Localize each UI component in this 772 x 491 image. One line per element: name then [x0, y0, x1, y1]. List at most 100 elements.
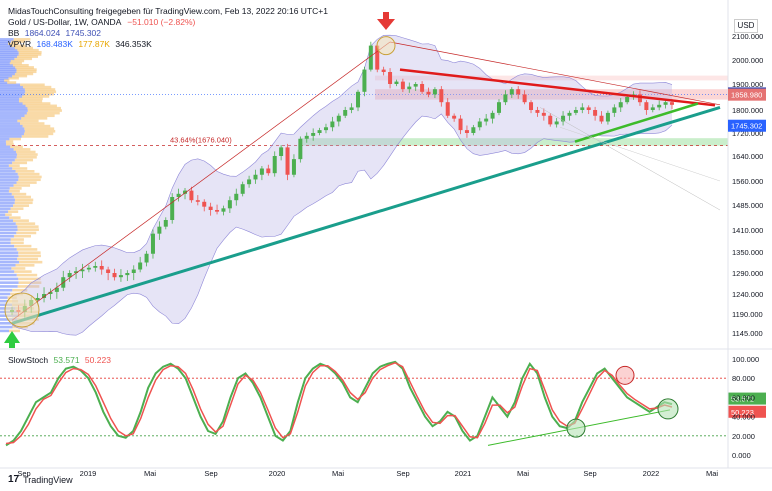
price-tag-label: 1858.980	[731, 91, 762, 100]
vpvr-bar-up	[0, 137, 10, 141]
vpvr-bar-down	[16, 231, 37, 235]
candle-body	[644, 102, 649, 110]
candle-body	[541, 112, 546, 116]
candle-body	[426, 91, 431, 95]
vpvr-bar-up	[0, 288, 13, 292]
vpvr-value-3: 346.353K	[115, 39, 152, 49]
candle-body	[138, 262, 143, 270]
time-tick-label: Sep	[17, 469, 30, 478]
vpvr-bar-up	[0, 181, 17, 184]
bb-upper-line	[11, 34, 673, 296]
vpvr-bar-up	[0, 277, 19, 281]
vpvr-bar-down	[8, 42, 19, 45]
vpvr-bar-up	[0, 216, 10, 219]
vpvr-bar-down	[15, 150, 36, 154]
time-tick-label: 2022	[643, 469, 660, 478]
vpvr-bar-up	[0, 234, 14, 238]
time-tick-label: Mai	[517, 469, 529, 478]
stoch-low-circle-1	[566, 418, 586, 438]
vpvr-bar-down	[15, 66, 34, 69]
candle-body	[663, 102, 668, 105]
axes: 2100.000 2000.000 1900.000 1800.000 1720.000…	[0, 0, 772, 478]
candle-body	[445, 102, 450, 116]
candle-body	[195, 200, 200, 202]
candle-body	[86, 267, 91, 270]
up-arrow-icon	[4, 331, 20, 343]
vpvr-bar-up	[0, 106, 28, 110]
candle-body	[477, 121, 482, 128]
price-tick-label: 1640.000	[732, 152, 763, 161]
gray-diag-line-1	[539, 107, 721, 211]
vpvr-bar-down	[12, 288, 28, 292]
vpvr-bar-down	[25, 104, 57, 108]
vpvr-bar-down	[17, 228, 39, 231]
vpvr-bar-down	[19, 260, 43, 264]
vpvr-bar-up	[0, 102, 23, 105]
candle-body	[279, 147, 284, 156]
vpvr-bar-down	[20, 83, 45, 87]
vpvr-bar-up	[0, 238, 11, 241]
bollinger-band	[11, 34, 673, 336]
stoch-legend[interactable]: SlowStoch 53.571 50.223	[8, 355, 111, 365]
stoch-label: SlowStoch	[8, 355, 49, 365]
candle-body	[240, 184, 245, 194]
candle-body	[35, 298, 40, 300]
vpvr-bar-down	[12, 63, 29, 67]
vpvr-bar-down	[17, 285, 40, 288]
vpvr-value-1: 168.483K	[36, 39, 73, 49]
vpvr-bar-up	[0, 172, 18, 176]
candle-body	[93, 266, 98, 268]
vpvr-bar-down	[10, 145, 23, 149]
price-tick-label: 1240.000	[732, 290, 763, 299]
vpvr-bar-up	[0, 296, 8, 299]
vpvr-bar-up	[0, 219, 14, 222]
vpvr-bar-up	[0, 198, 15, 202]
vpvr-bar-down	[22, 102, 51, 105]
bb-lower-value: 1745.302	[65, 28, 101, 38]
candle-body	[144, 253, 149, 263]
main-uptrend-line	[11, 105, 721, 325]
channel-upper-line	[11, 41, 391, 321]
bb-line[interactable]: BB 1864.024 1745.302	[8, 28, 328, 39]
stoch-low-circle-2	[657, 398, 679, 420]
candle-body	[112, 273, 117, 278]
vpvr-bar-up	[0, 184, 14, 187]
vpvr-bar-up	[0, 59, 11, 63]
candle-body	[48, 291, 53, 294]
zones: 43.64%(1676.040)	[0, 75, 728, 147]
vpvr-bar-down	[18, 99, 43, 103]
vpvr-bar-down	[15, 264, 35, 267]
candle-body	[368, 45, 373, 70]
stoch-tag-label: 53.571	[731, 395, 754, 404]
candle-body	[74, 271, 79, 273]
currency-button[interactable]: USD	[734, 19, 758, 33]
time-tick-label: Mai	[144, 469, 156, 478]
price-tick-label: 1145.000	[732, 329, 763, 338]
vpvr-line[interactable]: VPVR 168.483K 177.87K 346.353K	[8, 39, 328, 50]
vpvr-bar-up	[0, 145, 11, 149]
candle-body	[599, 115, 604, 122]
vpvr-bar-up	[0, 57, 15, 61]
vpvr-bar-up	[0, 164, 9, 167]
vpvr-bar-down	[14, 158, 34, 162]
vpvr-bar-up	[0, 61, 10, 65]
vpvr-bar-up	[0, 109, 28, 112]
vpvr-bar-up	[0, 248, 17, 251]
tradingview-logo[interactable]: 17 TradingView	[8, 474, 73, 485]
candle-body	[170, 197, 175, 220]
price-tick-label: 1485.000	[732, 201, 763, 210]
vpvr-bar-up	[0, 72, 15, 76]
candle-body	[625, 97, 630, 103]
candle-body	[509, 89, 514, 95]
gray-diag-line-2	[559, 127, 721, 182]
vpvr-bar-down	[18, 277, 41, 281]
vpvr-bar-down	[13, 195, 31, 199]
candle-body	[330, 121, 335, 128]
vpvr-bar-down	[16, 181, 37, 184]
stoch-tick-label: 60.000	[732, 393, 755, 402]
vpvr-bar-down	[10, 238, 24, 241]
symbol-line[interactable]: Gold / US-Dollar, 1W, OANDA −51.010 (−2.…	[8, 17, 328, 28]
price-tag	[728, 119, 766, 132]
candle-body	[612, 107, 617, 113]
